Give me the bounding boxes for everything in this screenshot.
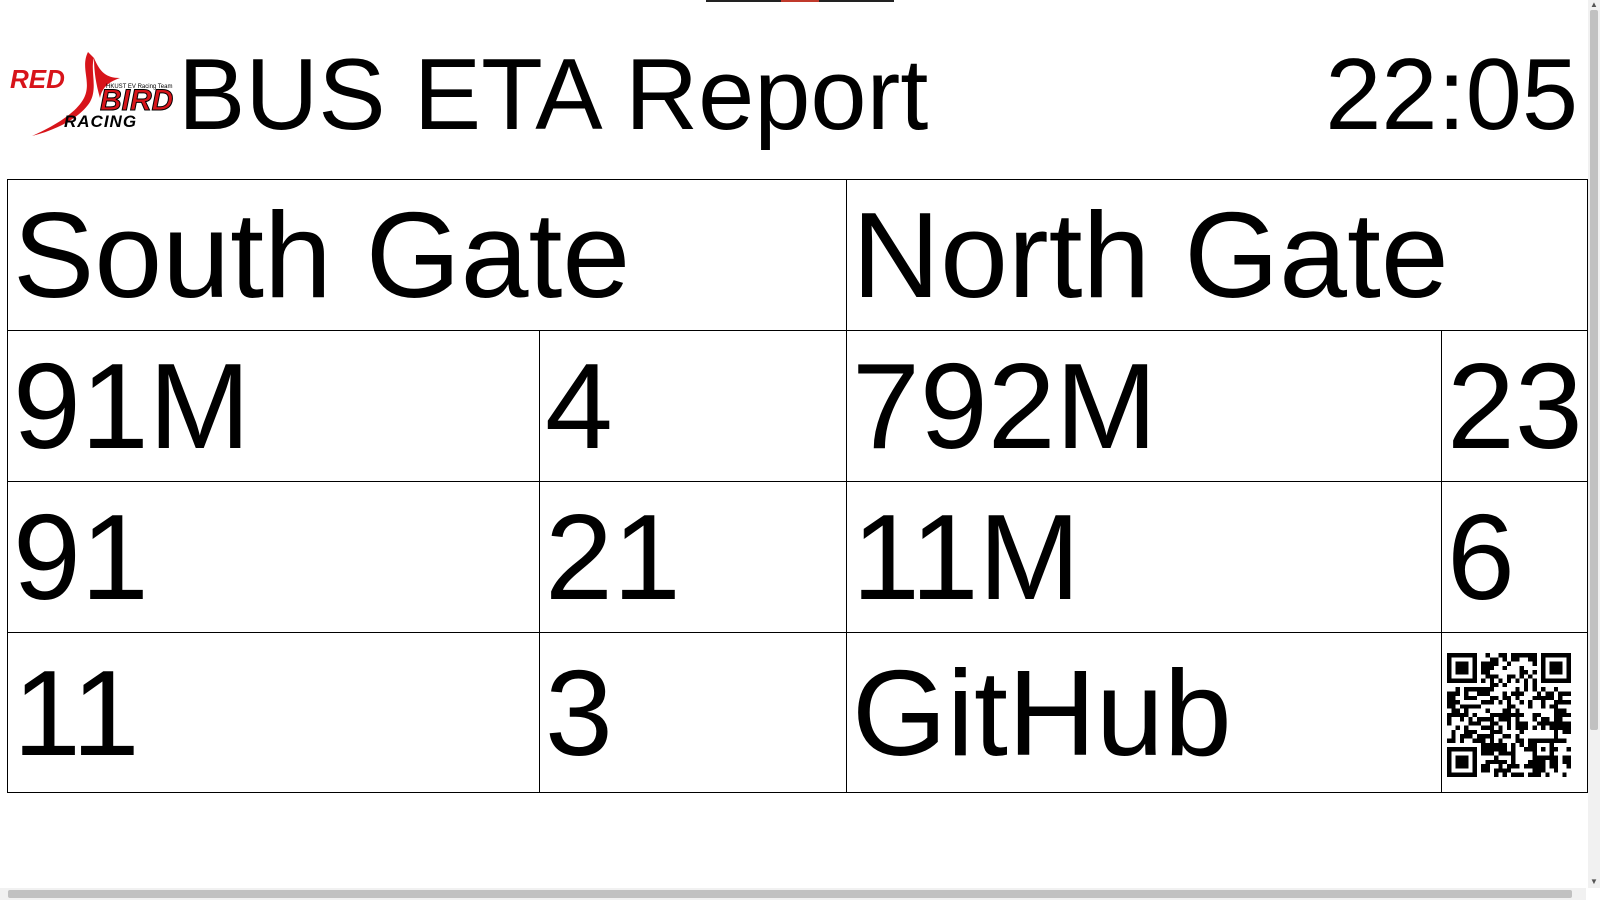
route-number: 91 — [7, 481, 540, 633]
logo-text-racing: RACING — [64, 112, 137, 131]
table-row: 91 21 11M 6 — [7, 481, 1588, 633]
eta-minutes: 21 — [539, 481, 847, 633]
route-number: 11 — [7, 632, 540, 793]
logo-text-red: RED — [10, 64, 65, 94]
route-number: 91M — [7, 330, 540, 482]
horizontal-scrollbar[interactable] — [0, 888, 1586, 900]
redbird-racing-logo: RED BIRD HKUST EV Racing Team RACING — [10, 48, 174, 140]
top-progress-indicator — [706, 0, 894, 2]
table-row: 11 3 GitHub — [7, 632, 1588, 793]
table-row: 91M 4 792M 23 — [7, 330, 1588, 482]
scroll-down-arrow-icon[interactable]: ▼ — [1590, 877, 1598, 886]
header: RED BIRD HKUST EV Racing Team RACING BUS… — [0, 0, 1586, 180]
github-link[interactable]: GitHub — [846, 632, 1442, 793]
eta-minutes: 6 — [1441, 481, 1588, 633]
qr-code-icon[interactable] — [1447, 652, 1571, 777]
horizontal-scrollbar-thumb[interactable] — [8, 890, 1572, 898]
logo-text-bird: BIRD — [100, 84, 173, 117]
gate-name-north: North Gate — [846, 179, 1588, 331]
github-qr-cell[interactable] — [1441, 632, 1588, 793]
route-number: 792M — [846, 330, 1442, 482]
gate-name-south: South Gate — [7, 179, 847, 331]
gate-header-row: South Gate North Gate — [7, 179, 1588, 331]
eta-minutes: 23 — [1441, 330, 1588, 482]
logo-tagline: HKUST EV Racing Team — [106, 84, 172, 90]
eta-minutes: 3 — [539, 632, 847, 793]
clock-display: 22:05 — [1325, 39, 1578, 151]
eta-minutes: 4 — [539, 330, 847, 482]
scroll-up-arrow-icon[interactable]: ▲ — [1590, 0, 1598, 9]
route-number: 11M — [846, 481, 1442, 633]
bus-eta-table: South Gate North Gate 91M 4 792M 23 91 2… — [7, 179, 1588, 793]
page-title: BUS ETA Report — [178, 39, 929, 151]
logo-graphic: RED BIRD HKUST EV Racing Team RACING — [10, 52, 174, 136]
vertical-scrollbar-thumb[interactable] — [1590, 10, 1598, 730]
vertical-scrollbar[interactable]: ▲ ▼ — [1588, 0, 1600, 888]
